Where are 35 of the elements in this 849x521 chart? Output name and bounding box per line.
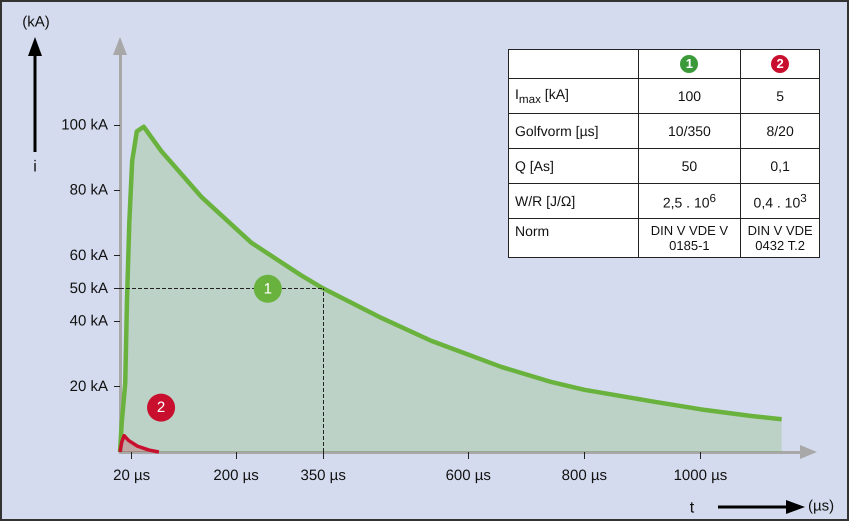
- x-tick-label: 20 µs: [113, 467, 150, 484]
- y-tick-label: 80 kA: [70, 182, 108, 199]
- x-tick-label: 600 µs: [446, 467, 491, 484]
- y-axis-title: i: [33, 158, 37, 176]
- category-label: 1: [680, 55, 698, 73]
- text: 10/350: [668, 123, 711, 139]
- y-tick-label: 50 kA: [70, 280, 108, 297]
- y-tick-label: 20 kA: [70, 378, 108, 396]
- text: 100: [678, 88, 702, 104]
- text: 50: [682, 158, 698, 174]
- series-label: 1: [264, 280, 272, 298]
- x-tick-label: 1000 µs: [674, 467, 728, 484]
- y-tick-label: 60 kA: [70, 247, 108, 264]
- y-tick-label: 40 kA: [70, 312, 108, 330]
- text: (kA): [22, 14, 50, 30]
- text: 2: [156, 399, 166, 416]
- category-label: 2: [771, 55, 790, 73]
- text: DIN V VDE 0432 T.2: [748, 223, 813, 253]
- category-label: Golfvorm [µs]: [515, 123, 599, 139]
- text: 8/20: [766, 123, 794, 139]
- text: 0,4 . 10$^{3}$: [754, 192, 807, 210]
- category-label: Q [As]: [515, 158, 554, 174]
- category-label: Norm: [515, 223, 550, 239]
- text: 0,1: [770, 158, 790, 174]
- text: 5: [776, 88, 784, 104]
- x-tick-label: 200 µs: [213, 467, 259, 484]
- x-tick-label: 800 µs: [562, 467, 608, 484]
- x-axis-title: t: [690, 500, 695, 516]
- text: DIN V VDE V 0185-1: [650, 223, 728, 253]
- y-tick-label: 100 kA: [61, 116, 108, 134]
- category-label: I$_{max}$ [kA]: [515, 86, 569, 106]
- category-label: W/R [J/Ω]: [515, 193, 576, 209]
- text: 2,5 . 10$^{6}$: [662, 192, 716, 210]
- text: (µs): [808, 498, 834, 514]
- x-tick-label: 350 µs: [300, 467, 346, 484]
